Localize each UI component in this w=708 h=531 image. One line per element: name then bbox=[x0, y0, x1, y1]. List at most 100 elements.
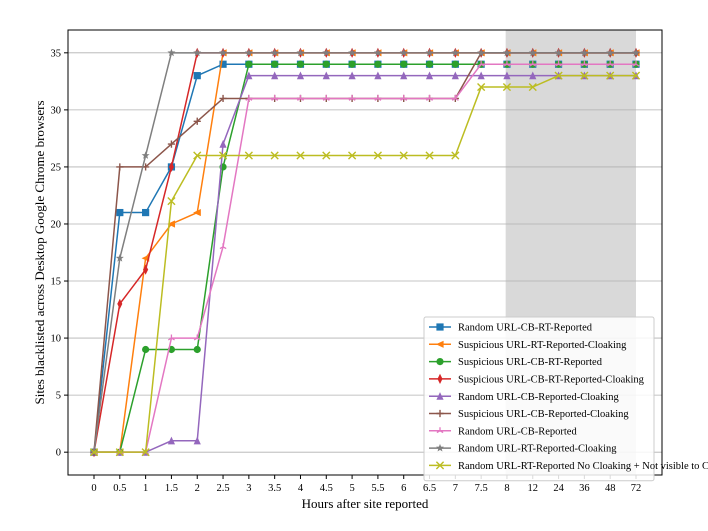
data-point bbox=[143, 264, 149, 275]
data-point bbox=[219, 94, 227, 103]
data-point bbox=[373, 151, 382, 160]
data-point bbox=[193, 345, 201, 354]
y-tick-label: 25 bbox=[51, 162, 62, 173]
data-point bbox=[322, 71, 330, 80]
data-point bbox=[606, 60, 614, 67]
data-point bbox=[245, 60, 253, 68]
data-point bbox=[528, 48, 537, 57]
legend-label: Suspicious URL-RT-Reported-Cloaking bbox=[458, 340, 627, 351]
data-point bbox=[348, 71, 356, 80]
legend-item: Random URL-RT-Reported No Cloaking + Not… bbox=[429, 461, 708, 472]
y-tick-label: 20 bbox=[51, 219, 62, 230]
data-point bbox=[167, 436, 176, 445]
data-point bbox=[435, 340, 444, 348]
data-point bbox=[244, 151, 253, 160]
data-point bbox=[219, 243, 227, 250]
data-point bbox=[193, 151, 202, 160]
x-tick-label: 6 bbox=[401, 483, 406, 494]
x-tick-label: 7.5 bbox=[475, 483, 488, 494]
legend-item: Random URL-CB-Reported bbox=[429, 426, 577, 437]
data-point bbox=[142, 345, 150, 354]
data-point bbox=[374, 60, 382, 68]
data-point bbox=[348, 151, 357, 160]
y-tick-label: 35 bbox=[51, 48, 62, 59]
x-tick-label: 8 bbox=[504, 483, 509, 494]
data-point bbox=[451, 48, 460, 57]
data-point bbox=[631, 71, 641, 80]
data-point bbox=[632, 48, 640, 57]
data-point bbox=[322, 60, 330, 68]
data-point bbox=[374, 94, 382, 101]
data-point bbox=[451, 94, 459, 101]
data-point bbox=[451, 60, 459, 68]
data-point bbox=[425, 71, 434, 80]
data-point bbox=[436, 409, 444, 418]
data-point bbox=[399, 151, 408, 160]
x-tick-label: 12 bbox=[528, 483, 539, 494]
data-point bbox=[477, 60, 485, 67]
data-point bbox=[167, 197, 176, 206]
data-point bbox=[142, 208, 150, 217]
data-point bbox=[606, 71, 615, 80]
legend-item: Suspicious URL-CB-Reported-Cloaking bbox=[429, 409, 629, 420]
data-point bbox=[554, 48, 563, 57]
data-point bbox=[477, 82, 486, 92]
legend-item: Random URL-CB-RT-Reported bbox=[429, 323, 593, 334]
legend-label: Random URL-CB-Reported-Cloaking bbox=[458, 392, 619, 403]
data-point bbox=[193, 72, 201, 80]
x-tick-label: 2.5 bbox=[216, 483, 229, 494]
data-point bbox=[115, 448, 124, 457]
data-point bbox=[580, 60, 588, 67]
x-tick-label: 4.5 bbox=[320, 483, 333, 494]
x-tick-label: 1 bbox=[143, 483, 148, 494]
x-axis-title: Hours after site reported bbox=[302, 496, 429, 511]
legend-label: Random URL-RT-Reported No Cloaking + Not… bbox=[458, 461, 708, 472]
y-tick-label: 10 bbox=[51, 334, 62, 345]
x-tick-label: 5.5 bbox=[371, 483, 384, 494]
y-tick-label: 15 bbox=[51, 277, 62, 288]
x-tick-label: 3 bbox=[246, 483, 251, 494]
data-point bbox=[297, 94, 304, 101]
legend-item: Suspicious URL-CB-RT-Reported-Cloaking bbox=[429, 373, 645, 386]
y-axis-ticks: 0 5 10 15 20 25 30 35 bbox=[51, 48, 68, 459]
legend-label: Random URL-RT-Reported-Cloaking bbox=[458, 444, 617, 455]
data-point bbox=[451, 71, 459, 80]
legend-item: Suspicious URL-CB-RT-Reported bbox=[429, 357, 603, 368]
data-point bbox=[167, 140, 176, 148]
data-point bbox=[245, 94, 253, 101]
x-tick-label: 7 bbox=[453, 483, 458, 494]
x-tick-label: 6.5 bbox=[423, 483, 436, 494]
data-point bbox=[117, 298, 123, 309]
data-point bbox=[270, 151, 279, 160]
data-point bbox=[245, 71, 253, 80]
x-tick-label: 2 bbox=[195, 483, 200, 494]
x-tick-label: 1.5 bbox=[165, 483, 178, 494]
data-point bbox=[529, 60, 537, 67]
data-point bbox=[502, 82, 512, 92]
x-tick-label: 0.5 bbox=[113, 483, 126, 494]
y-tick-label: 0 bbox=[56, 448, 61, 459]
data-point bbox=[436, 427, 444, 434]
series-line bbox=[94, 74, 636, 453]
legend-box bbox=[423, 316, 655, 482]
legend-item: Random URL-RT-Reported-Cloaking bbox=[429, 444, 617, 455]
data-point bbox=[555, 60, 563, 67]
legend-label: Suspicious URL-CB-RT-Reported-Cloaking bbox=[458, 375, 645, 386]
data-point bbox=[477, 48, 486, 57]
series-8 bbox=[90, 48, 640, 456]
data-point bbox=[116, 163, 124, 171]
data-point bbox=[271, 94, 279, 101]
data-point bbox=[435, 461, 445, 470]
data-point bbox=[451, 151, 460, 160]
data-point bbox=[400, 94, 408, 101]
data-point bbox=[193, 436, 201, 445]
data-point bbox=[400, 60, 408, 68]
data-point bbox=[296, 48, 305, 57]
plot-frame bbox=[67, 29, 663, 476]
x-tick-label: 4 bbox=[298, 483, 304, 494]
data-point bbox=[89, 448, 99, 457]
y-axis-title: Sites blacklisted across Desktop Google … bbox=[32, 100, 47, 404]
data-point bbox=[632, 60, 640, 67]
data-point bbox=[436, 323, 444, 331]
